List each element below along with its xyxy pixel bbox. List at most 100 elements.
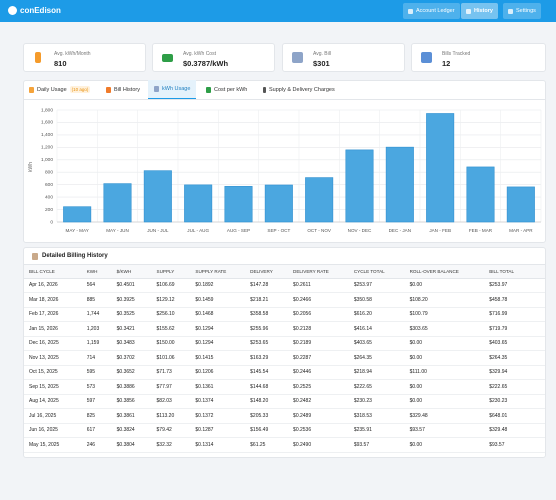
tab-label: Cost per kWh [214,86,248,93]
table-cell: $0.3886 [111,379,152,395]
bar [264,184,293,223]
tab[interactable]: kWh Usage [148,80,197,99]
stat-label: Bills Tracked [442,51,471,57]
table-cell: $256.10 [151,307,191,322]
header-row: BILL CYCLE KWH $/KWH SUPPLY SUPPLY RATE DELIV… [24,265,545,279]
table-cell: $148.20 [245,394,289,409]
table-cell: Mar 18, 2026 [24,292,82,308]
tab-label: Bill History [114,86,140,93]
table-cell: $0.00 [404,336,485,351]
column-header: BILL TOTAL [484,265,545,279]
table-cell: $416.14 [348,321,405,337]
table-cell: $129.12 [151,292,191,308]
tab[interactable]: Supply & Delivery Charges [257,80,341,99]
x-tick-label: JAN - FEB [429,228,451,233]
table-cell: $155.62 [151,321,191,337]
table-cell: 885 [81,292,112,308]
table-cell: $145.54 [245,365,289,380]
tab[interactable]: Bill History [100,80,146,99]
bar [345,149,374,223]
table-cell: $144.68 [245,379,289,395]
column-header: SUPPLY RATE [190,265,246,279]
tab[interactable]: Cost per kWh [200,80,253,99]
table-cell: 595 [81,365,112,380]
table-row: Oct 15, 2025 595 $0.3652 $71.73 $0.1206 $145.… [24,365,545,380]
table-cell: $113.20 [151,408,191,424]
logo-text: conEdison [20,6,61,15]
top-bar: conEdison Account Ledger History Setting… [0,0,556,22]
table-cell: $222.65 [484,379,545,395]
billing-table: BILL CYCLE KWH $/KWH SUPPLY SUPPLY RATE DELIV… [24,265,545,453]
table-row: Dec 16, 2025 1,159 $0.3483 $150.00 $0.1294 $2… [24,336,545,351]
x-tick-label: NOV - DEC [348,228,372,233]
table-cell: $0.00 [404,278,485,293]
y-tick-label: 1,600 [41,120,53,126]
table-cell: $403.65 [348,336,405,351]
x-tick-label: OCT - NOV [307,228,332,233]
bar [63,206,92,223]
table-cell: $147.28 [245,278,289,293]
tab-label: Supply & Delivery Charges [269,86,335,93]
table-cell: $0.1459 [190,292,246,308]
table-cell: $255.96 [245,321,289,337]
logo[interactable]: conEdison [8,6,61,15]
table-cell: $0.2489 [288,408,349,424]
table-header: Detailed Billing History [24,248,545,265]
table-cell: $0.3925 [111,292,152,308]
table-cell: $719.79 [484,321,545,337]
table-title: Detailed Billing History [42,253,108,259]
nav-label: Account Ledger [416,8,455,14]
table-cell: $0.2611 [288,278,349,293]
table-cell: $222.65 [348,379,405,395]
table-cell: Dec 16, 2025 [24,336,82,351]
table-cell: 1,744 [81,307,112,322]
table-cell: $0.2466 [288,292,349,308]
table-cell: $0.1206 [190,365,246,380]
table-cell: $0.3856 [111,394,152,409]
table-cell: $106.69 [151,278,191,293]
table-cell: 1,159 [81,336,112,351]
table-cell: $329.94 [484,365,545,380]
table-cell: $77.97 [151,379,191,395]
table-row: Jul 16, 2025 825 $0.3861 $113.20 $0.1372 $205… [24,408,545,424]
table-cell: 617 [81,423,112,438]
table-cell: 564 [81,278,112,293]
table-cell: $0.2482 [288,394,349,409]
table-cell: 825 [81,408,112,424]
table-row: Apr 16, 2026 564 $0.4501 $106.69 $0.1892 $147… [24,278,545,293]
table-cell: $0.1372 [190,408,246,424]
table-cell: $82.03 [151,394,191,409]
table-row: Aug 14, 2025 597 $0.3856 $82.03 $0.1374 $148.… [24,394,545,409]
table-cell: $0.3483 [111,336,152,351]
y-tick-label: 1,000 [41,157,53,163]
table-cell: $0.1361 [190,379,246,395]
table-cell: $101.06 [151,350,191,366]
tab-label: kWh Usage [162,86,191,92]
table-cell: $230.23 [484,394,545,409]
table-cell: $253.97 [348,278,405,293]
table-cell: $0.4501 [111,278,152,293]
table-cell: $61.25 [245,437,289,453]
bar [426,113,455,223]
bar [103,183,132,223]
stat-card: Avg. kWh Cost $0.3787/kWh [152,43,275,72]
nav-button[interactable]: Account Ledger [403,3,460,19]
stat-card: Avg. Bill $301 [282,43,405,72]
y-axis-title: kWh [28,162,34,172]
table-cell: $0.2490 [288,437,349,453]
tab[interactable]: Daily Usage (10 ago) [23,80,96,99]
y-tick-label: 800 [45,169,53,175]
nav-button[interactable]: History [461,3,498,19]
nav-button[interactable]: Settings [503,3,541,19]
table-panel: Detailed Billing History BILL CYCLE KWH $/… [23,247,546,458]
y-tick-label: 600 [45,182,53,188]
table-cell: $0.3525 [111,307,152,322]
table-cell: 1,203 [81,321,112,337]
bar [184,184,213,223]
table-cell: $329.48 [404,408,485,424]
table-row: Nov 13, 2025 714 $0.3702 $101.06 $0.1415 $163… [24,350,545,366]
table-cell: Jul 16, 2025 [24,408,82,424]
table-cell: $0.00 [404,437,485,453]
table-cell: $0.00 [404,394,485,409]
column-header: $/KWH [111,265,152,279]
